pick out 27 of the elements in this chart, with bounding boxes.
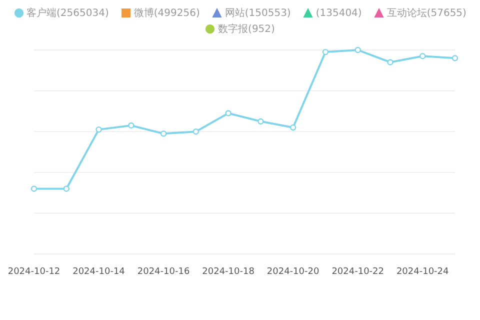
legend-label: (135404) <box>316 8 362 18</box>
x-tick-label: 2024-10-22 <box>332 267 384 277</box>
point <box>30 186 38 192</box>
point <box>96 126 102 133</box>
point <box>192 128 200 135</box>
x-tick-label: 2024-10-18 <box>202 267 255 277</box>
legend-label: 客户端(2565034) <box>26 6 109 20</box>
x-tick-label: 2024-10-12 <box>8 267 60 277</box>
x-tick-label: 2024-10-16 <box>137 267 190 277</box>
point <box>290 124 296 131</box>
point <box>354 46 361 54</box>
point <box>225 110 232 116</box>
point <box>128 122 134 129</box>
legend-label: 互动论坛(57655) <box>386 7 466 20</box>
point <box>420 53 426 60</box>
x-tick-label: 2024-10-14 <box>72 267 126 277</box>
legend-label: 数字报(952) <box>218 22 275 36</box>
point <box>387 59 394 66</box>
point <box>322 48 329 56</box>
point <box>452 55 458 62</box>
x-tick-label: 2024-10-24 <box>396 267 450 277</box>
point <box>63 186 70 192</box>
point <box>160 130 167 137</box>
point <box>258 118 264 124</box>
x-tick-label: 2024-10-20 <box>266 267 320 277</box>
legend-label: 网站(150553) <box>224 6 291 20</box>
legend-label: 微博(499256) <box>134 6 200 20</box>
